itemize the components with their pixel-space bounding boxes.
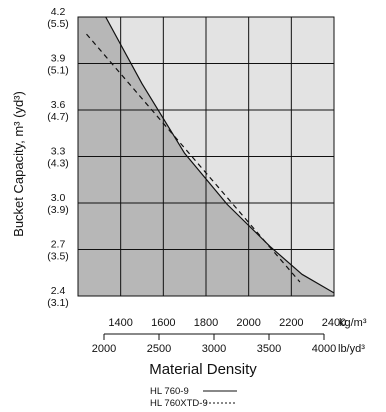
x-tick-label-lbyd3: 4000 (312, 343, 336, 355)
x-unit-lbyd3: lb/yd³ (338, 343, 365, 355)
y-tick-label-yd3: (3.9) (47, 204, 69, 216)
y-axis-ticks: 4.2(5.5) 3.9(5.1) 3.6(4.7) 3.3(4.3) 3.0(3.9)… (47, 6, 69, 309)
y-axis-label: Bucket Capacity, m³ (yd³) (11, 91, 26, 237)
y-tick-label: 3.0 (51, 192, 66, 204)
x-tick-label-lbyd3: 3000 (202, 343, 226, 355)
x-tick-label-lbyd3: 3500 (257, 343, 281, 355)
x-tick-label-kgm3: 2400 (322, 317, 346, 329)
x-axis-lbyd3: 2000 2500 3000 3500 4000 lb/yd³ (92, 333, 365, 355)
x-axis-label: Material Density (149, 361, 257, 378)
legend: HL 760-9 HL 760XTD-9 (150, 386, 237, 409)
x-tick-label-kgm3: 1800 (194, 317, 218, 329)
y-tick-label: 2.7 (51, 239, 66, 251)
x-tick-label-lbyd3: 2000 (92, 343, 116, 355)
y-tick-label: 3.6 (51, 99, 66, 111)
y-tick-label: 3.9 (51, 53, 66, 65)
x-tick-label-kgm3: 1400 (108, 317, 132, 329)
series-line-hl760-9 (105, 17, 334, 294)
y-tick-label-yd3: (3.5) (47, 251, 69, 263)
x-tick-label-lbyd3: 2500 (147, 343, 171, 355)
y-tick-label-yd3: (5.5) (47, 18, 69, 30)
y-tick-label-yd3: (3.1) (47, 297, 69, 309)
series-layer (86, 17, 334, 294)
y-tick-label: 2.4 (51, 285, 66, 297)
x-tick-label-kgm3: 2000 (236, 317, 260, 329)
legend-label-hl760xtd-9: HL 760XTD-9 (150, 398, 208, 409)
y-tick-label: 4.2 (51, 6, 66, 18)
series-line-hl760xtd-9 (86, 33, 301, 283)
dark-region (78, 17, 334, 296)
y-tick-label-yd3: (4.7) (47, 111, 69, 123)
x-unit-kgm3: kg/m³ (339, 317, 367, 329)
legend-label-hl760-9: HL 760-9 (150, 386, 189, 397)
y-tick-label: 3.3 (51, 146, 66, 158)
y-tick-label-yd3: (5.1) (47, 65, 69, 77)
y-tick-label-yd3: (4.3) (47, 158, 69, 170)
x-tick-label-kgm3: 1600 (151, 317, 175, 329)
grid (77, 16, 335, 297)
x-tick-label-kgm3: 2200 (279, 317, 303, 329)
